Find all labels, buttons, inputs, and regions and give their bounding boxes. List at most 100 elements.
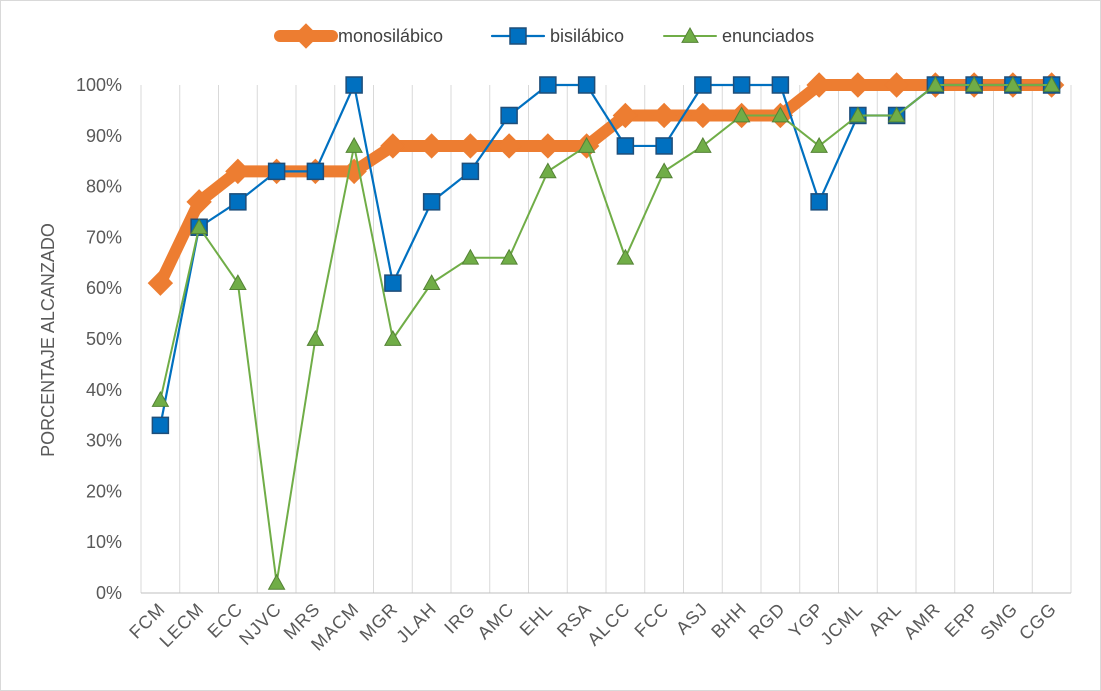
- x-tick-label: JCML: [816, 599, 866, 649]
- data-point-marker: [422, 193, 441, 211]
- data-point-marker: [845, 72, 871, 98]
- y-tick-label: 60%: [86, 278, 122, 298]
- y-tick-label: 50%: [86, 329, 122, 349]
- data-point-marker: [690, 102, 716, 129]
- y-tick-label: 70%: [86, 227, 122, 247]
- x-tick-label: AMC: [473, 599, 518, 644]
- data-point-marker: [612, 102, 639, 129]
- series-3: [151, 75, 1061, 590]
- data-point-marker: [539, 162, 557, 179]
- x-tick-label: JLAH: [392, 599, 440, 647]
- data-point-marker: [229, 193, 247, 211]
- y-tick-labels: 0% 10% 20% 30% 40% 50% 60% 70% 80% 90% 100%: [76, 75, 122, 603]
- x-tick-label: CGG: [1015, 599, 1060, 644]
- data-point-marker: [681, 26, 699, 43]
- x-tick-label: NJVC: [235, 599, 285, 649]
- data-point-marker: [496, 133, 522, 159]
- data-point-marker: [306, 162, 325, 181]
- data-point-marker: [267, 162, 286, 181]
- series-layer: [147, 72, 1065, 590]
- data-point-marker: [380, 133, 406, 159]
- data-point-marker: [1042, 75, 1061, 92]
- data-point-marker: [384, 274, 402, 292]
- data-point-marker: [655, 137, 673, 155]
- x-tick-label: ERP: [941, 599, 983, 641]
- data-point-marker: [849, 106, 867, 123]
- data-point-marker: [151, 416, 170, 435]
- data-point-marker: [422, 274, 441, 291]
- y-tick-label: 80%: [86, 177, 122, 197]
- y-tick-label: 40%: [86, 380, 122, 400]
- data-point-marker: [887, 106, 906, 123]
- legend: monosilábico bisilábico enunciados: [274, 23, 814, 49]
- x-tick-label: RGD: [745, 599, 790, 644]
- data-point-marker: [577, 136, 596, 153]
- data-point-marker: [500, 248, 518, 265]
- y-tick-label: 0%: [96, 583, 122, 603]
- data-point-marker: [384, 329, 402, 346]
- series-line: [159, 84, 1053, 584]
- y-axis-title: PORCENTAJE ALCANZADO: [38, 223, 58, 457]
- data-point-marker: [500, 106, 518, 125]
- data-point-marker: [293, 23, 319, 49]
- data-point-marker: [147, 270, 174, 296]
- data-point-marker: [694, 76, 712, 94]
- data-point-marker: [461, 162, 480, 181]
- data-point-marker: [810, 193, 828, 211]
- data-point-marker: [926, 75, 945, 92]
- legend-item-2: bisilábico: [490, 26, 624, 46]
- data-point-marker: [267, 573, 286, 590]
- data-point-marker: [539, 76, 557, 94]
- x-tick-label: SMG: [976, 599, 1021, 644]
- x-tick-label: BHH: [707, 599, 750, 642]
- data-point-marker: [461, 248, 480, 265]
- x-tick-label: IRG: [440, 599, 479, 638]
- y-tick-label: 100%: [76, 75, 122, 95]
- y-tick-label: 90%: [86, 126, 122, 146]
- data-point-marker: [732, 76, 751, 94]
- x-tick-label: ALCC: [583, 599, 634, 650]
- x-tick-label: LECM: [156, 599, 208, 651]
- data-point-marker: [810, 136, 828, 153]
- x-tick-label: MGR: [356, 599, 402, 645]
- x-tick-label: AMR: [900, 599, 945, 644]
- data-point-marker: [457, 133, 484, 159]
- data-point-marker: [806, 72, 832, 98]
- x-tick-label: ASJ: [672, 599, 712, 639]
- data-point-marker: [616, 137, 635, 155]
- data-point-marker: [651, 102, 677, 129]
- legend-label: enunciados: [722, 26, 814, 46]
- data-point-marker: [345, 76, 363, 94]
- data-point-marker: [965, 75, 983, 92]
- data-point-marker: [345, 136, 363, 153]
- data-point-marker: [509, 27, 527, 45]
- data-point-marker: [186, 189, 212, 215]
- y-tick-label: 10%: [86, 532, 122, 552]
- data-point-marker: [535, 133, 561, 159]
- data-point-marker: [655, 162, 673, 179]
- x-tick-label: ARL: [864, 599, 905, 640]
- data-point-marker: [694, 136, 712, 153]
- legend-item-3: enunciados: [663, 26, 814, 46]
- data-point-marker: [306, 329, 325, 346]
- legend-label: monosilábico: [338, 26, 443, 46]
- data-point-marker: [190, 218, 208, 235]
- y-tick-label: 20%: [86, 481, 122, 501]
- y-tick-label: 30%: [86, 431, 122, 451]
- data-point-marker: [151, 390, 170, 407]
- data-point-marker: [418, 133, 445, 159]
- data-point-marker: [883, 72, 910, 98]
- data-point-marker: [229, 274, 247, 291]
- data-point-marker: [771, 76, 790, 94]
- legend-item-1: monosilábico: [274, 23, 443, 49]
- data-point-marker: [732, 106, 751, 123]
- x-tick-label: FCC: [631, 599, 673, 641]
- data-point-marker: [616, 248, 635, 265]
- legend-label: bisilábico: [550, 26, 624, 46]
- x-tick-label: EHL: [516, 599, 557, 640]
- data-point-marker: [577, 76, 596, 94]
- data-point-marker: [771, 106, 790, 123]
